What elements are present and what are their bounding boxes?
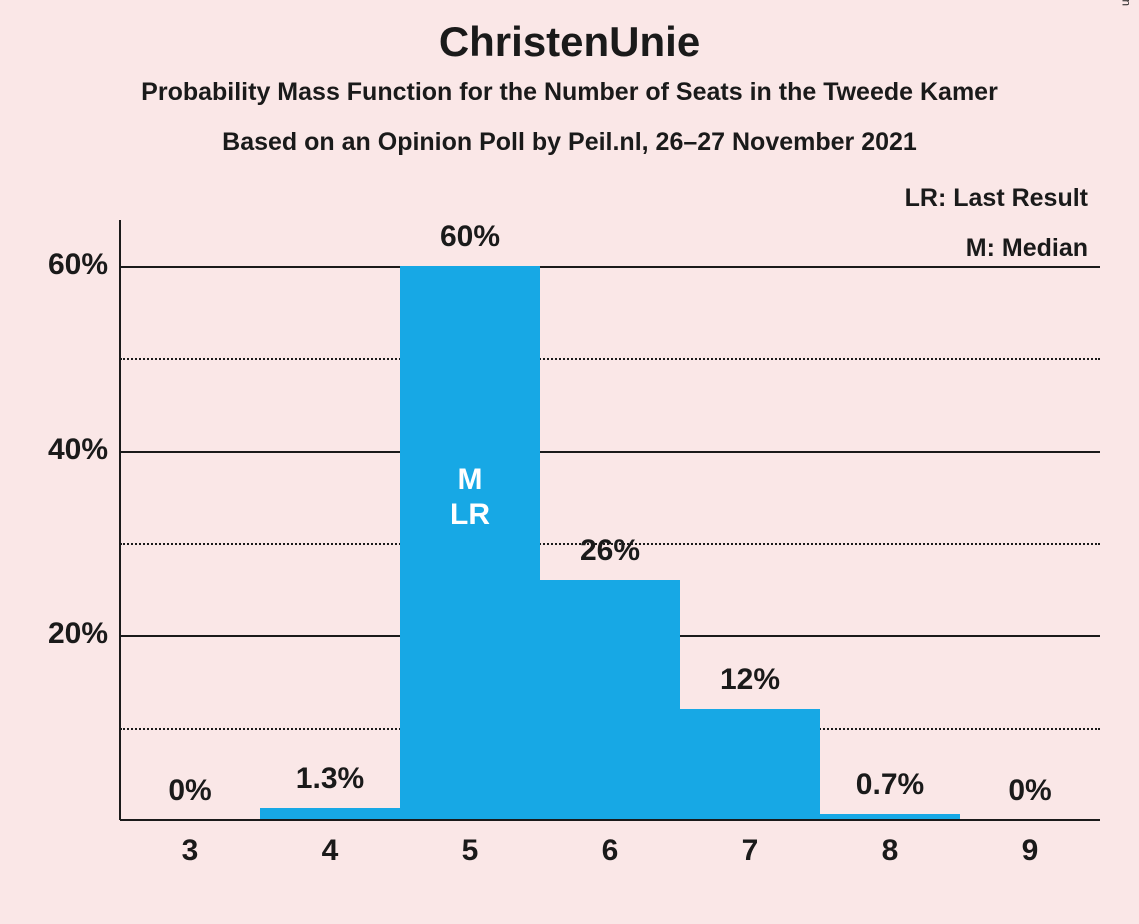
gridline-major <box>120 451 1100 453</box>
copyright-text: © 2021 Filip van Laenen <box>1119 0 1133 6</box>
xtick-label: 5 <box>400 834 540 868</box>
chart-subtitle-1: Probability Mass Function for the Number… <box>0 78 1139 107</box>
legend-median: M: Median <box>966 234 1088 263</box>
chart-title: ChristenUnie <box>0 18 1139 66</box>
xtick-label: 4 <box>260 834 400 868</box>
ytick-label: 40% <box>8 433 108 467</box>
xtick-label: 6 <box>540 834 680 868</box>
xtick-label: 7 <box>680 834 820 868</box>
bar <box>540 580 680 820</box>
chart-container: ChristenUnie Probability Mass Function f… <box>0 0 1139 924</box>
bar-value-label: 1.3% <box>260 762 400 796</box>
bar-value-label: 0% <box>120 774 260 808</box>
median-label: M <box>400 463 540 498</box>
bar-value-label: 0.7% <box>820 768 960 802</box>
plot-area: 20%40%60%0%31.3%460%5MLR26%612%70.7%80%9… <box>120 220 1100 820</box>
legend-last-result: LR: Last Result <box>905 184 1088 213</box>
ytick-label: 20% <box>8 617 108 651</box>
y-axis <box>119 220 121 820</box>
ytick-label: 60% <box>8 248 108 282</box>
last-result-label: LR <box>400 498 540 533</box>
gridline-major <box>120 266 1100 268</box>
bar-value-label: 26% <box>540 534 680 568</box>
bar <box>680 709 820 820</box>
bar <box>400 266 540 820</box>
xtick-label: 8 <box>820 834 960 868</box>
bar-value-label: 60% <box>400 220 540 254</box>
xtick-label: 9 <box>960 834 1100 868</box>
x-axis <box>120 819 1100 821</box>
gridline-minor <box>120 358 1100 360</box>
chart-subtitle-2: Based on an Opinion Poll by Peil.nl, 26–… <box>0 128 1139 157</box>
bar-value-label: 12% <box>680 663 820 697</box>
xtick-label: 3 <box>120 834 260 868</box>
bar-value-label: 0% <box>960 774 1100 808</box>
median-lr-label: MLR <box>400 463 540 532</box>
